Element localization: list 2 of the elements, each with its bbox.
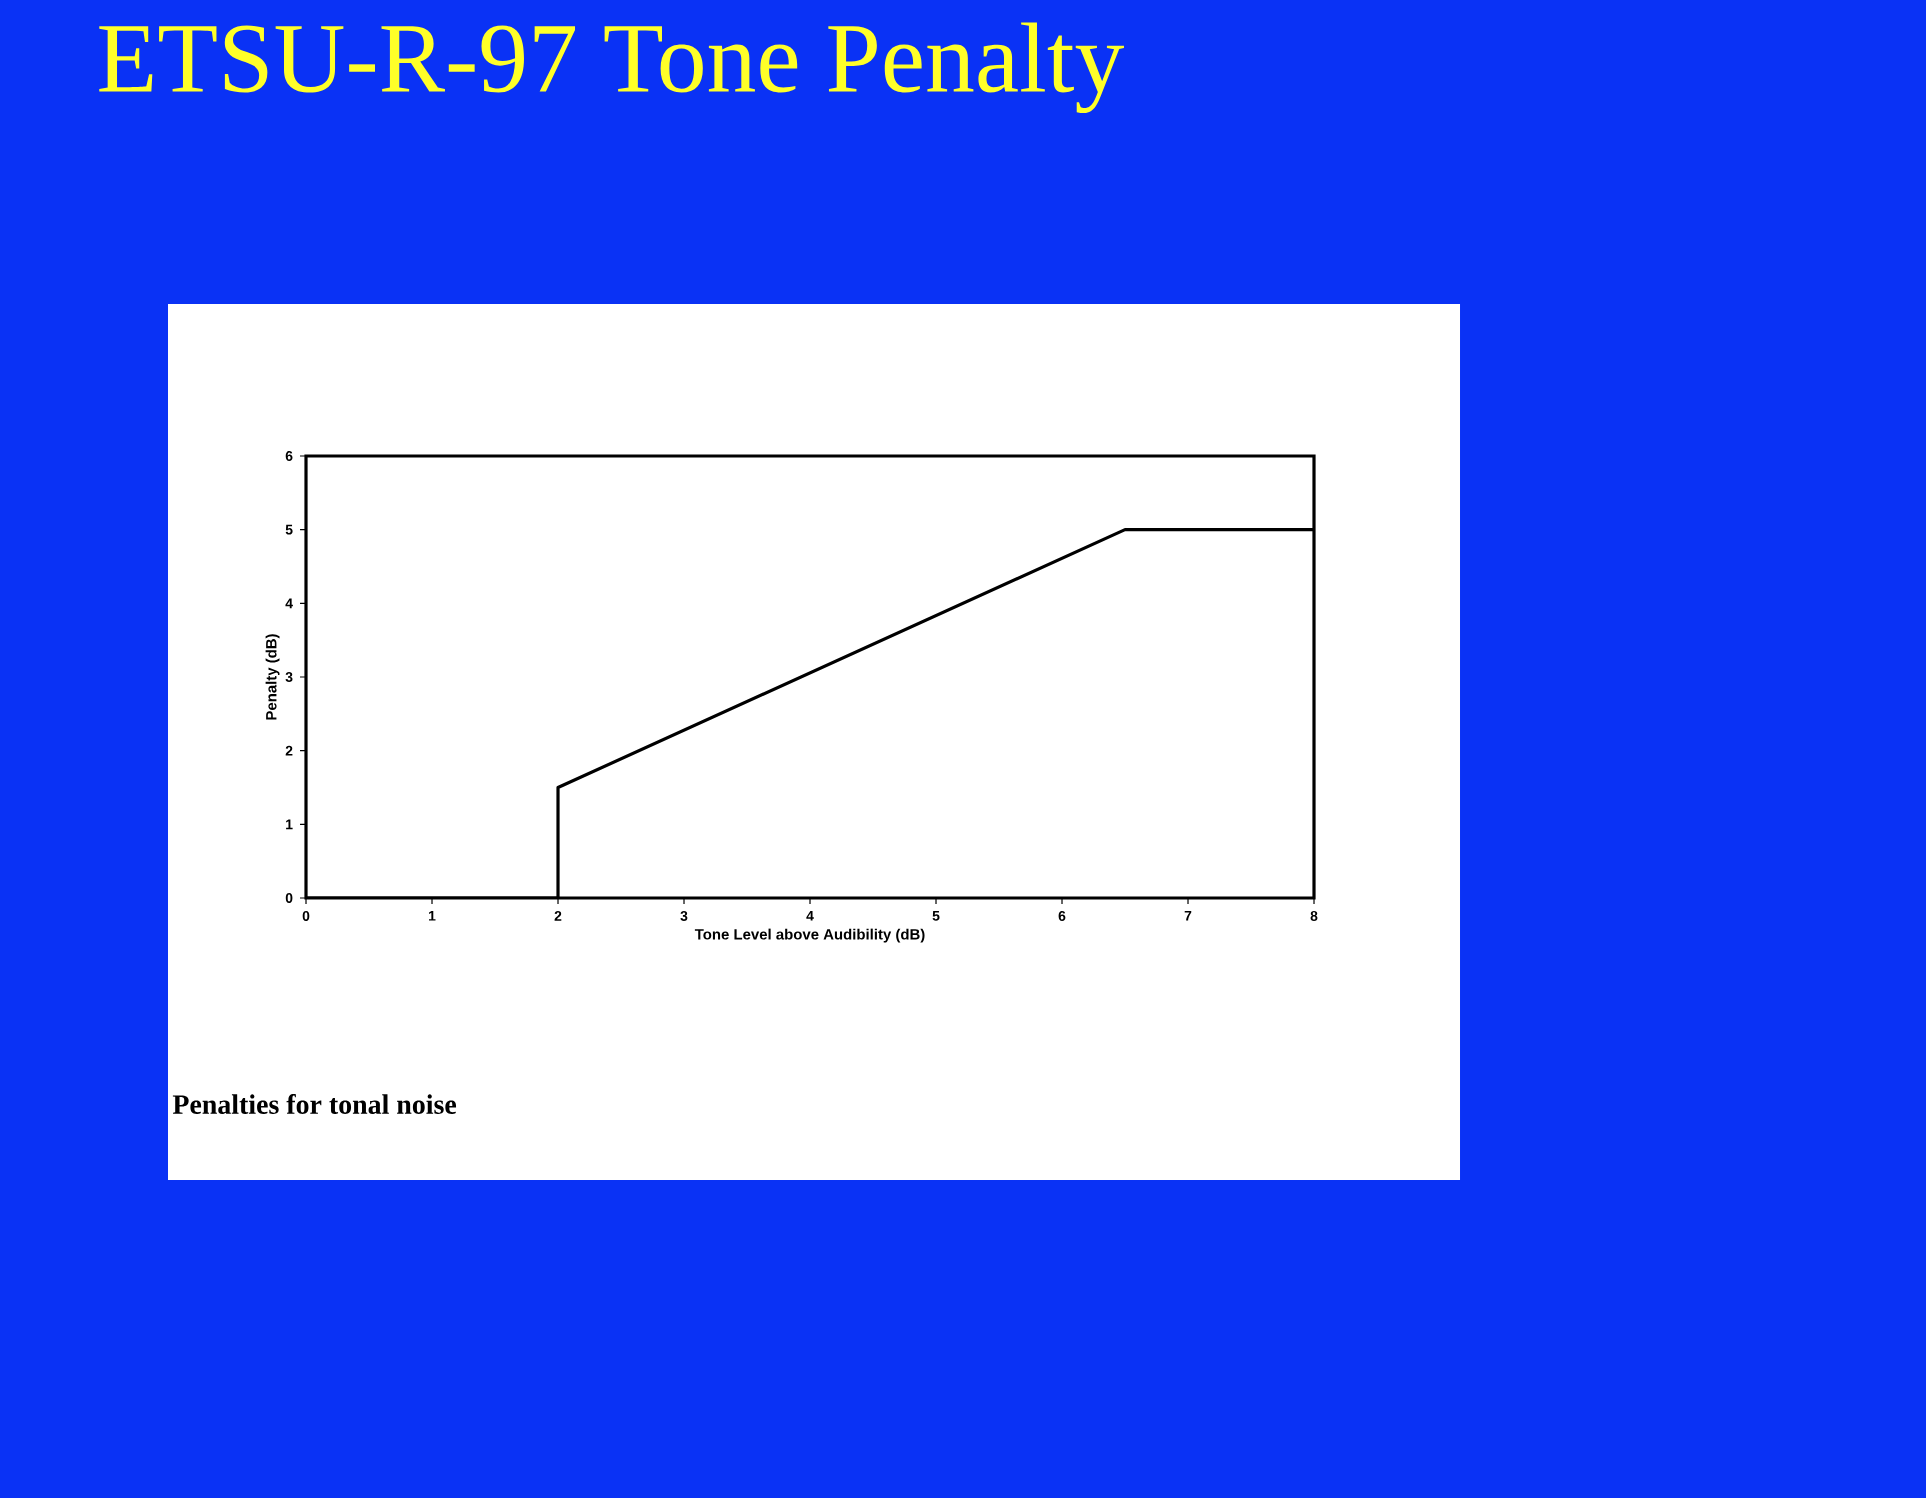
text: Penalties for tonal noise (172, 1094, 457, 1114)
chart-title: ETSU-R-97 Tone Penalty (99, 22, 1124, 114)
